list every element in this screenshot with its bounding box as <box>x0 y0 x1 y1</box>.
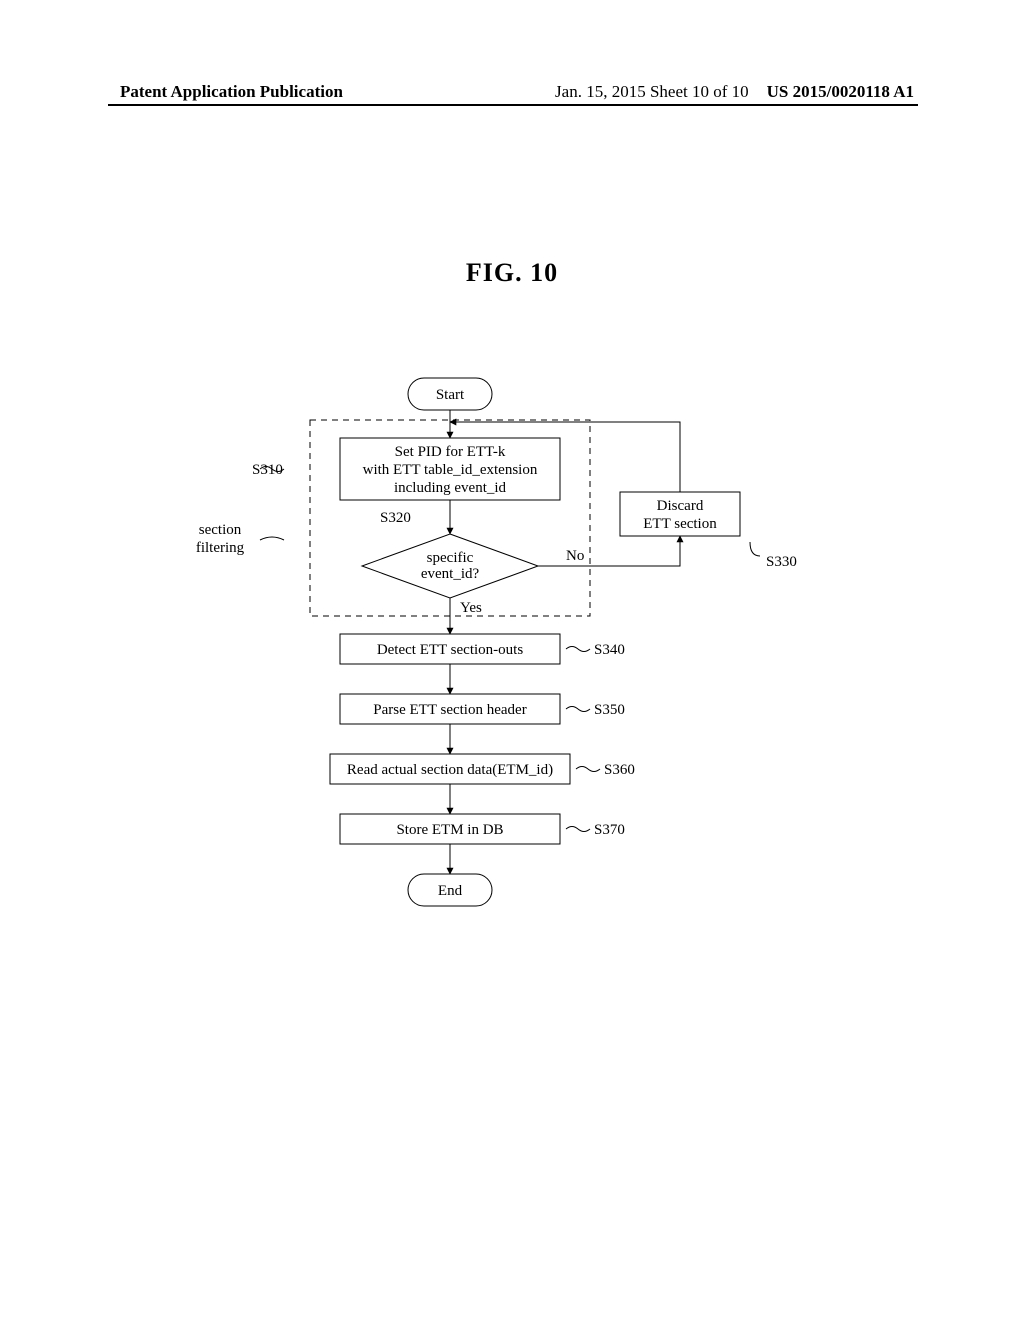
svg-text:filtering: filtering <box>196 540 245 556</box>
svg-text:specific: specific <box>427 550 474 566</box>
svg-text:Yes: Yes <box>460 600 482 616</box>
svg-text:S370: S370 <box>594 822 625 838</box>
svg-text:No: No <box>566 548 584 564</box>
svg-text:Discard: Discard <box>657 498 704 514</box>
svg-text:with ETT table_id_extension: with ETT table_id_extension <box>363 462 538 478</box>
svg-text:Store ETM in DB: Store ETM in DB <box>396 822 503 838</box>
svg-text:including event_id: including event_id <box>394 480 507 496</box>
header-right: US 2015/0020118 A1 <box>767 82 914 102</box>
page-header: Patent Application Publication Jan. 15, … <box>0 82 1024 102</box>
svg-text:S320: S320 <box>380 510 411 526</box>
svg-text:Detect ETT section-outs: Detect ETT section-outs <box>377 642 524 658</box>
svg-text:S330: S330 <box>766 554 797 570</box>
svg-text:section: section <box>199 522 242 538</box>
svg-text:S310: S310 <box>252 462 283 478</box>
svg-text:S360: S360 <box>604 762 635 778</box>
svg-text:Start: Start <box>436 387 465 403</box>
svg-text:End: End <box>438 883 463 899</box>
header-mid: Jan. 15, 2015 Sheet 10 of 10 <box>555 82 749 102</box>
figure-title: FIG. 10 <box>0 258 1024 288</box>
svg-text:event_id?: event_id? <box>421 566 480 582</box>
svg-text:Set PID for ETT-k: Set PID for ETT-k <box>395 444 506 460</box>
svg-text:ETT section: ETT section <box>643 516 717 532</box>
svg-text:S350: S350 <box>594 702 625 718</box>
header-rule <box>108 104 918 106</box>
svg-text:Parse ETT section header: Parse ETT section header <box>373 702 526 718</box>
header-left: Patent Application Publication <box>120 82 343 102</box>
flowchart: Start Set PID for ETT-k with ETT table_id_… <box>130 360 890 960</box>
svg-text:S340: S340 <box>594 642 625 658</box>
svg-text:Read actual section data(ETM_i: Read actual section data(ETM_id) <box>347 762 553 778</box>
